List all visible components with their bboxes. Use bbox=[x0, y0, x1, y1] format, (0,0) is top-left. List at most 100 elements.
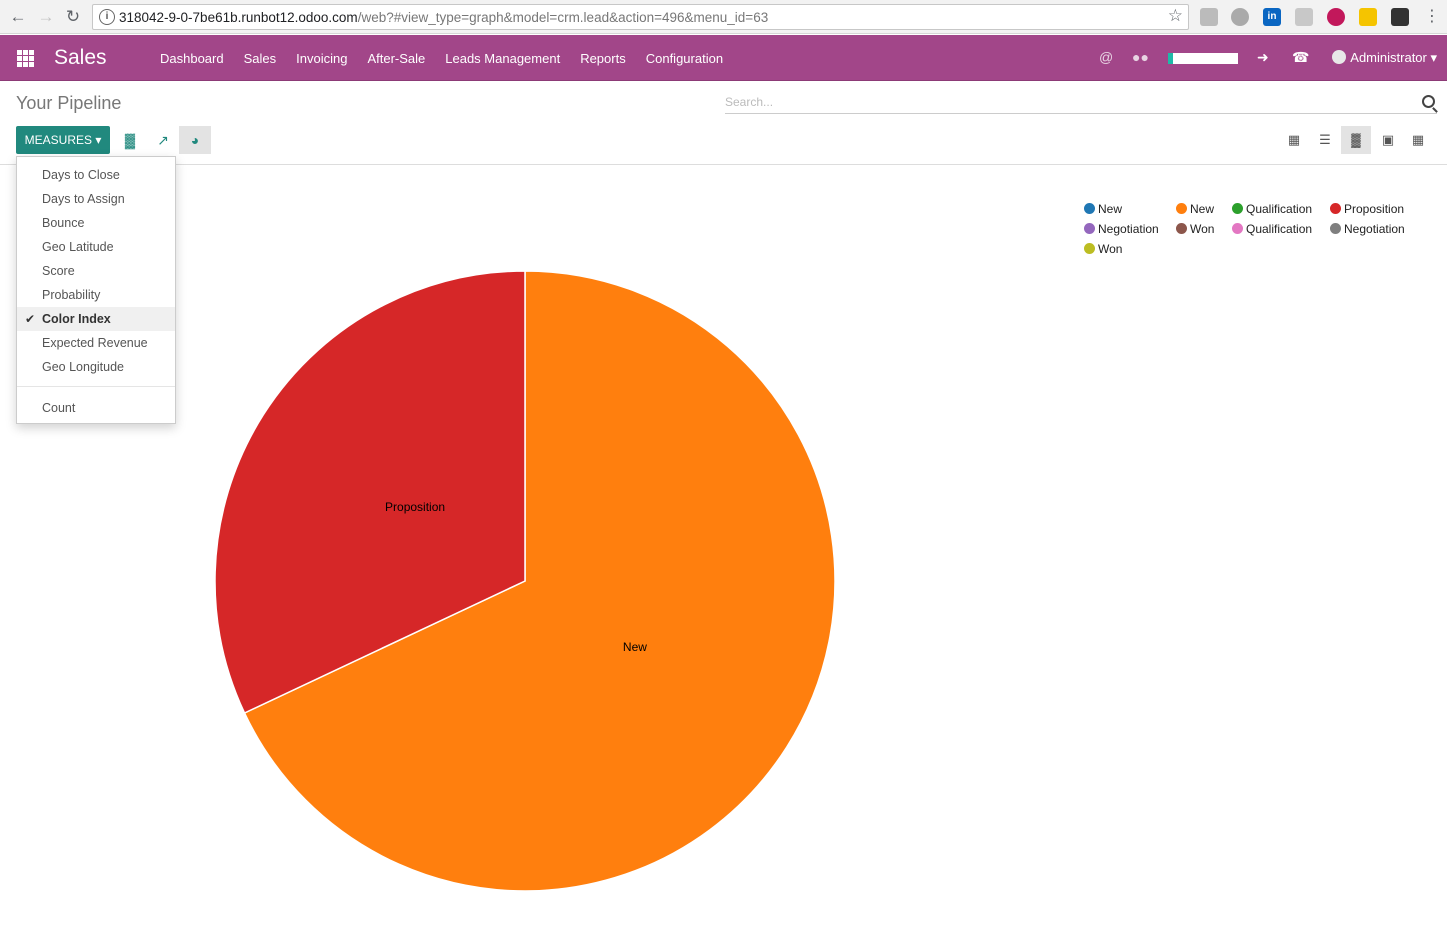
legend-item[interactable]: Negotiation bbox=[1084, 222, 1159, 236]
list-view-icon[interactable]: ☰ bbox=[1319, 132, 1331, 147]
more-icon[interactable]: ⋮ bbox=[1424, 8, 1440, 25]
measures-label: MEASURES bbox=[24, 133, 92, 147]
user-name: Administrator bbox=[1350, 50, 1427, 65]
user-menu[interactable]: Administrator ▾ bbox=[1332, 50, 1437, 66]
progress-widget[interactable] bbox=[1168, 53, 1238, 64]
measures-button[interactable]: MEASURES ▾ bbox=[16, 126, 110, 154]
legend-item[interactable]: Qualification bbox=[1232, 222, 1312, 236]
timer-icon[interactable] bbox=[1327, 8, 1345, 26]
main-navbar: Sales Dashboard Sales Invoicing After-Sa… bbox=[0, 35, 1447, 81]
measure-expected-revenue[interactable]: Expected Revenue bbox=[17, 331, 175, 355]
extension-icon[interactable] bbox=[1231, 8, 1249, 26]
legend-item[interactable]: New bbox=[1084, 202, 1122, 216]
measure-geo-longitude[interactable]: Geo Longitude bbox=[17, 355, 175, 379]
url-path: /web?#view_type=graph&model=crm.lead&act… bbox=[357, 10, 769, 25]
browser-toolbar: ← → ↻ i 318042-9-0-7be61b.runbot12.odoo.… bbox=[0, 0, 1447, 34]
measure-color-index[interactable]: ✔ Color Index bbox=[17, 307, 175, 331]
legend-dot bbox=[1330, 203, 1341, 214]
search-icon[interactable] bbox=[1422, 95, 1435, 108]
menu-sales[interactable]: Sales bbox=[243, 51, 277, 66]
search-input[interactable] bbox=[725, 92, 1405, 112]
legend-label: Negotiation bbox=[1098, 222, 1159, 236]
legend-dot bbox=[1232, 203, 1243, 214]
menu-leads-management[interactable]: Leads Management bbox=[445, 51, 561, 66]
url-host: 318042-9-0-7be61b.runbot12.odoo.com bbox=[119, 10, 358, 25]
address-bar[interactable]: i 318042-9-0-7be61b.runbot12.odoo.com/we… bbox=[92, 4, 1189, 30]
measure-label: Bounce bbox=[42, 216, 85, 230]
signout-icon[interactable]: ➜ bbox=[1257, 49, 1269, 65]
legend-label: Proposition bbox=[1344, 202, 1405, 216]
bar-chart-icon[interactable]: ▓ bbox=[124, 132, 136, 148]
menu-after-sale[interactable]: After-Sale bbox=[367, 51, 426, 66]
checkmark-icon: ✔ bbox=[25, 312, 36, 326]
legend-label: Qualification bbox=[1246, 202, 1313, 216]
measure-label: Days to Close bbox=[42, 168, 120, 182]
menu-configuration[interactable]: Configuration bbox=[645, 51, 724, 66]
legend-item[interactable]: Proposition bbox=[1330, 202, 1404, 216]
legend-dot bbox=[1084, 223, 1095, 234]
legend-dot bbox=[1084, 203, 1095, 214]
extension-icon[interactable] bbox=[1200, 8, 1218, 26]
measure-score[interactable]: Score bbox=[17, 259, 175, 283]
legend-dot bbox=[1330, 223, 1341, 234]
top-menu: Dashboard Sales Invoicing After-Sale Lea… bbox=[150, 51, 733, 66]
mention-icon[interactable]: @ bbox=[1099, 49, 1114, 65]
kanban-view-icon[interactable]: ▦ bbox=[1287, 132, 1301, 147]
legend-item[interactable]: New bbox=[1176, 202, 1214, 216]
bookmark-star-icon[interactable]: ☆ bbox=[1167, 6, 1183, 25]
legend-item[interactable]: Qualification bbox=[1232, 202, 1312, 216]
pie-chart-icon[interactable]: ◕ bbox=[179, 126, 211, 154]
measure-days-to-assign[interactable]: Days to Assign bbox=[17, 187, 175, 211]
info-icon[interactable]: i bbox=[99, 9, 115, 25]
pie-slice-label: New bbox=[623, 640, 647, 654]
search-box bbox=[725, 92, 1437, 114]
app-brand[interactable]: Sales bbox=[54, 46, 107, 69]
measure-count[interactable]: Count bbox=[17, 396, 175, 420]
back-icon[interactable]: ← bbox=[9, 7, 27, 26]
page-title: Your Pipeline bbox=[16, 93, 122, 113]
measure-probability[interactable]: Probability bbox=[17, 283, 175, 307]
film-icon[interactable] bbox=[1391, 8, 1409, 26]
legend-item[interactable]: Negotiation bbox=[1330, 222, 1405, 236]
control-panel-divider bbox=[0, 164, 1447, 165]
legend-label: New bbox=[1098, 202, 1123, 216]
measure-label: Count bbox=[42, 401, 76, 415]
extension-icon[interactable] bbox=[1359, 8, 1377, 26]
phone-icon[interactable]: ☎ bbox=[1292, 49, 1310, 65]
measure-label: Days to Assign bbox=[42, 192, 125, 206]
calendar-view-icon[interactable]: ▣ bbox=[1381, 132, 1395, 147]
apps-grid-icon[interactable] bbox=[17, 50, 34, 67]
menu-reports[interactable]: Reports bbox=[580, 51, 626, 66]
chat-icon[interactable]: ●● bbox=[1132, 49, 1149, 65]
measure-label: Probability bbox=[42, 288, 101, 302]
menu-dashboard[interactable]: Dashboard bbox=[160, 51, 224, 66]
pivot-view-icon[interactable]: ▦ bbox=[1411, 132, 1425, 147]
linkedin-icon[interactable]: in bbox=[1263, 8, 1281, 26]
legend-dot bbox=[1176, 203, 1187, 214]
reload-icon[interactable]: ↻ bbox=[65, 7, 81, 26]
measure-label: Score bbox=[42, 264, 75, 278]
legend-label: New bbox=[1190, 202, 1215, 216]
pie-slice-proposition[interactable] bbox=[214, 270, 526, 714]
forward-icon[interactable]: → bbox=[37, 7, 55, 26]
pie-slice-new[interactable] bbox=[243, 270, 836, 892]
avatar bbox=[1332, 50, 1347, 64]
legend-dot bbox=[1176, 223, 1187, 234]
measure-label: Geo Latitude bbox=[42, 240, 114, 254]
measures-dropdown: Days to Close Days to Assign Bounce Geo … bbox=[16, 156, 176, 424]
menu-invoicing[interactable]: Invoicing bbox=[296, 51, 348, 66]
legend-label: Won bbox=[1098, 242, 1123, 256]
legend-item[interactable]: Won bbox=[1176, 222, 1214, 236]
measure-days-to-close[interactable]: Days to Close bbox=[17, 163, 175, 187]
legend-label: Qualification bbox=[1246, 222, 1313, 236]
drive-icon[interactable] bbox=[1295, 8, 1313, 26]
measure-label: Color Index bbox=[42, 312, 111, 326]
graph-view-icon[interactable]: ▓ bbox=[1341, 126, 1371, 154]
legend-label: Negotiation bbox=[1344, 222, 1405, 236]
line-chart-icon[interactable]: ↗ bbox=[157, 132, 169, 148]
measure-bounce[interactable]: Bounce bbox=[17, 211, 175, 235]
measure-label: Expected Revenue bbox=[42, 336, 148, 350]
pie-chart: New Proposition bbox=[214, 270, 836, 892]
legend-item[interactable]: Won bbox=[1084, 242, 1122, 256]
measure-geo-latitude[interactable]: Geo Latitude bbox=[17, 235, 175, 259]
